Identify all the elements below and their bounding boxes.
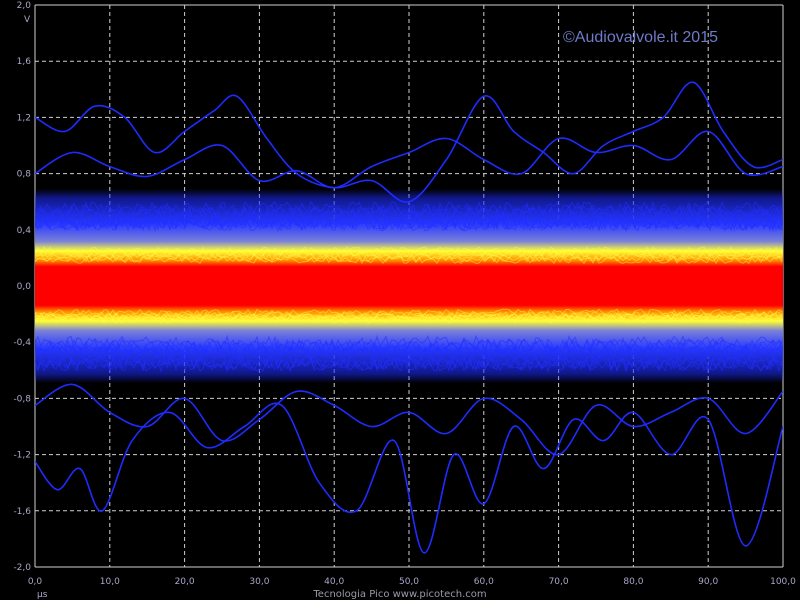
y-tick-label: 1,2	[17, 113, 31, 123]
noise-trace-upper	[35, 216, 783, 233]
y-tick-label: -1,2	[13, 451, 31, 461]
x-tick-label: 0,0	[28, 577, 43, 587]
noise-trace-lower	[35, 338, 783, 355]
noise-trace-upper-mid	[35, 248, 783, 258]
noise-trace-upper-mid	[35, 246, 783, 255]
x-axis-unit: µs	[37, 590, 48, 600]
watermark: ©Audiovalvole.it 2015	[563, 29, 718, 46]
y-tick-label: 1,6	[17, 57, 32, 67]
y-tick-label: 2,0	[17, 1, 32, 11]
y-tick-label: -0,8	[13, 394, 31, 404]
noise-trace-lower	[35, 353, 783, 371]
noise-trace-lower	[35, 345, 783, 363]
y-tick-label: -2,0	[13, 563, 31, 573]
noise-trace-lower-mid	[35, 311, 783, 321]
x-tick-label: 100,0	[770, 577, 796, 587]
noise-trace-upper	[35, 213, 783, 231]
noise-trace-upper	[35, 203, 783, 221]
noise-trace-lower-mid	[35, 315, 783, 325]
y-tick-label: 0,8	[17, 170, 32, 180]
noise-trace-lower	[35, 338, 783, 355]
y-axis-unit: V	[24, 15, 31, 25]
x-tick-label: 60,0	[474, 577, 494, 587]
waveform-traces	[35, 81, 783, 554]
x-tick-label: 80,0	[623, 577, 643, 587]
y-tick-label: -1,6	[13, 507, 31, 517]
x-tick-label: 20,0	[175, 577, 195, 587]
y-tick-label: 0,0	[17, 282, 32, 292]
persistence-density-band	[35, 188, 783, 384]
noise-trace-upper	[35, 214, 783, 231]
noise-trace-upper-mid	[35, 249, 783, 258]
noise-trace-lower	[35, 356, 783, 373]
waveform-trace	[35, 130, 783, 189]
y-axis-tick-labels: 2,0 1,6 1,2 0,8 0,4 0,0 -0,4 -0,8 -1,2 -1,6 -2,0	[13, 1, 31, 573]
noise-trace-lower-mid	[35, 312, 783, 322]
y-tick-label: 0,4	[17, 226, 32, 236]
noise-trace-lower-mid	[35, 308, 783, 317]
noise-trace-lower-mid	[35, 310, 783, 320]
x-tick-label: 40,0	[324, 577, 344, 587]
noise-trace-lower	[35, 355, 783, 373]
waveform-trace	[35, 81, 783, 203]
noise-trace-upper-mid	[35, 255, 783, 265]
noise-trace-lower-mid	[35, 312, 783, 322]
x-tick-label: 10,0	[100, 577, 120, 587]
x-tick-label: 30,0	[249, 577, 269, 587]
noise-trace-upper-mid	[35, 252, 783, 261]
y-tick-label: -0,4	[13, 338, 31, 348]
x-tick-label: 90,0	[698, 577, 718, 587]
x-axis-tick-labels: 0,0 10,0 20,0 30,0 40,0 50,0 60,0 70,0 80,0 90,0 1…	[28, 577, 796, 587]
x-tick-label: 50,0	[399, 577, 419, 587]
waveform-trace	[35, 402, 783, 554]
footer-credit: Tecnologia Pico www.picotech.com	[312, 589, 486, 600]
noise-trace-upper-mid	[35, 253, 783, 263]
x-tick-label: 70,0	[549, 577, 569, 587]
waveform-trace	[35, 383, 783, 456]
